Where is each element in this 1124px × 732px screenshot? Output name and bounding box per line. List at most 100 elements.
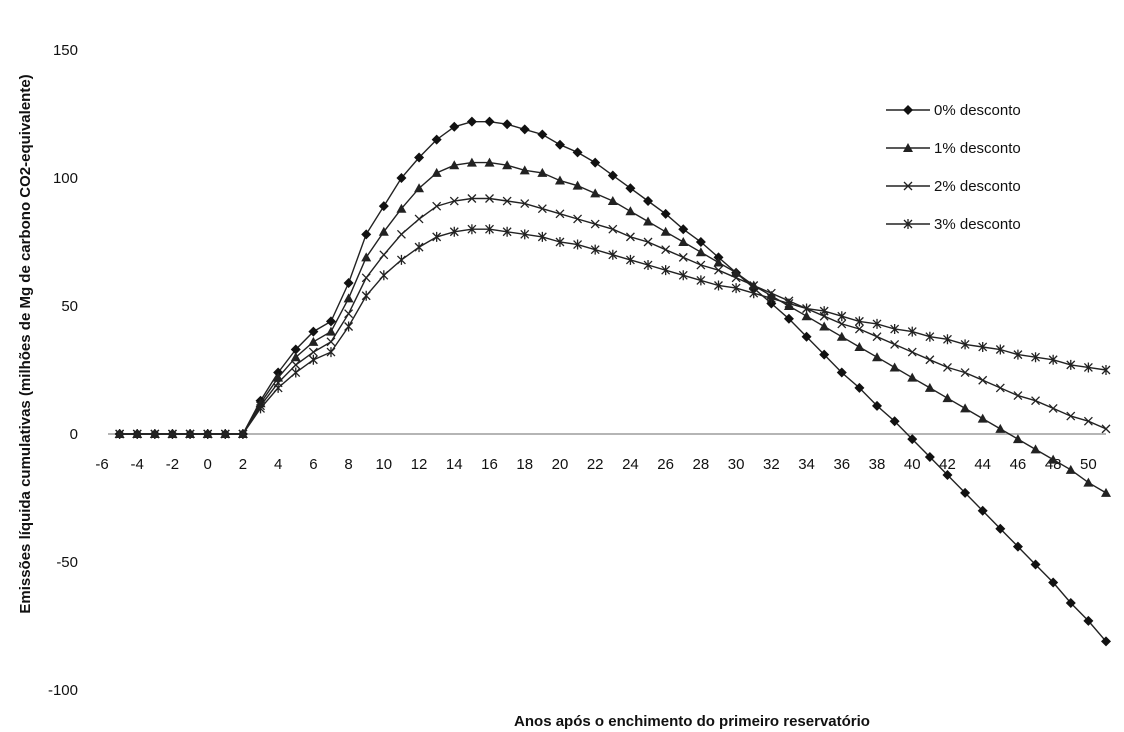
- data-point: [1083, 416, 1093, 426]
- x-tick-label: 40: [904, 456, 921, 473]
- data-point: [943, 334, 952, 345]
- data-point: [502, 160, 513, 170]
- data-point: [1066, 359, 1076, 370]
- data-point: [943, 362, 952, 372]
- data-point: [573, 239, 583, 250]
- data-point: [1030, 559, 1041, 570]
- data-point: [607, 196, 618, 206]
- legend-swatch-marker: [903, 181, 913, 191]
- data-point: [854, 382, 865, 393]
- data-point: [872, 318, 882, 329]
- x-tick-label: -4: [131, 456, 144, 473]
- data-point: [484, 116, 495, 127]
- x-tick-label: 20: [552, 456, 569, 473]
- data-point: [608, 249, 618, 260]
- x-tick-label: 10: [375, 456, 392, 473]
- x-tick-label: -2: [166, 456, 179, 473]
- x-tick-label: 0: [204, 456, 212, 473]
- data-point: [995, 344, 1005, 355]
- data-point: [836, 367, 847, 378]
- x-tick-label: 46: [1010, 456, 1027, 473]
- data-point: [396, 203, 407, 213]
- legend-label: 1% desconto: [934, 140, 1021, 157]
- data-point: [343, 293, 354, 303]
- data-point: [836, 331, 847, 341]
- data-point: [554, 175, 565, 185]
- data-point: [519, 124, 530, 135]
- data-point: [485, 224, 494, 235]
- data-point: [819, 321, 830, 331]
- data-point: [890, 324, 900, 335]
- data-point: [766, 293, 776, 304]
- x-tick-label: 24: [622, 456, 639, 473]
- data-point: [308, 347, 318, 357]
- data-point: [678, 252, 688, 262]
- legend-label: 2% desconto: [934, 178, 1021, 195]
- x-tick-label: 8: [344, 456, 352, 473]
- data-point: [661, 265, 671, 276]
- x-tick-label: 36: [833, 456, 850, 473]
- data-point: [854, 341, 865, 351]
- data-point: [608, 224, 618, 234]
- data-point: [889, 362, 900, 372]
- series-line: [119, 228, 1107, 435]
- data-point: [378, 226, 389, 236]
- data-point: [854, 316, 864, 327]
- data-point: [256, 403, 265, 414]
- data-point: [273, 382, 283, 393]
- x-tick-label: 6: [309, 456, 317, 473]
- data-point: [414, 183, 425, 193]
- y-tick-label: -50: [56, 554, 78, 571]
- data-point: [960, 487, 971, 498]
- data-point: [977, 505, 988, 516]
- data-point: [344, 321, 354, 332]
- data-point: [396, 173, 407, 183]
- x-tick-label: 30: [728, 456, 745, 473]
- data-point: [1012, 541, 1023, 552]
- data-point: [819, 349, 830, 360]
- data-point: [432, 231, 442, 242]
- data-point: [431, 134, 442, 145]
- data-point: [749, 288, 759, 299]
- data-point: [1048, 454, 1059, 464]
- data-point: [466, 116, 477, 127]
- data-point: [220, 429, 230, 439]
- data-point: [396, 254, 406, 265]
- data-point: [678, 224, 689, 235]
- data-point: [854, 324, 864, 334]
- data-point: [678, 270, 688, 281]
- data-point: [467, 194, 477, 203]
- data-point: [343, 277, 354, 288]
- data-point: [203, 429, 213, 439]
- data-point: [660, 208, 671, 219]
- data-point: [1101, 636, 1111, 647]
- data-point: [801, 331, 812, 342]
- data-point: [414, 214, 424, 224]
- data-point: [325, 326, 336, 336]
- data-point: [872, 352, 883, 362]
- data-point: [625, 206, 636, 216]
- data-point: [449, 226, 459, 237]
- data-point: [695, 237, 706, 247]
- data-point: [537, 167, 548, 177]
- legend-item: 3% desconto: [886, 216, 1021, 233]
- data-point: [907, 347, 917, 357]
- data-point: [537, 129, 548, 140]
- legend-item: 0% desconto: [886, 102, 1021, 119]
- data-point: [449, 121, 460, 132]
- legend-swatch-marker: [903, 105, 913, 115]
- data-point: [150, 429, 160, 439]
- y-tick-label: -100: [48, 682, 78, 699]
- data-point: [1065, 464, 1076, 474]
- data-point: [361, 229, 372, 240]
- legend-label: 3% desconto: [934, 216, 1021, 233]
- data-point: [784, 298, 794, 309]
- data-point: [537, 204, 547, 214]
- legend-item: 2% desconto: [886, 178, 1021, 195]
- data-point: [837, 319, 847, 329]
- data-point: [924, 382, 935, 392]
- data-point: [1101, 365, 1111, 375]
- x-tick-label: 16: [481, 456, 498, 473]
- data-point: [749, 281, 759, 290]
